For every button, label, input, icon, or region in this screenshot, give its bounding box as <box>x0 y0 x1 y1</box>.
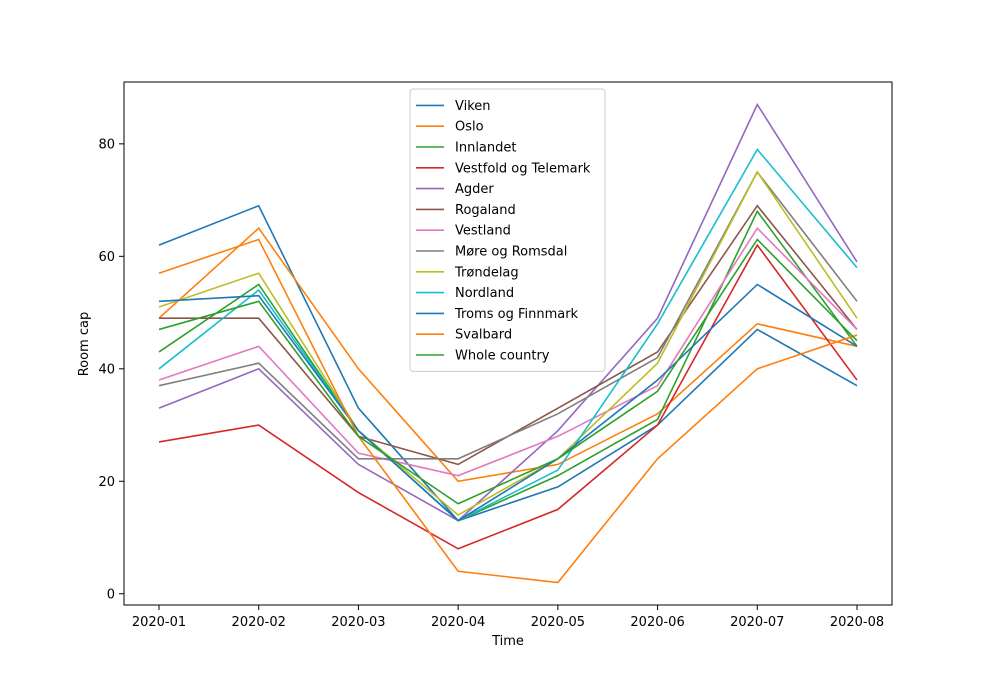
x-axis-label: Time <box>491 634 524 649</box>
x-tick-label: 2020-02 <box>232 615 286 630</box>
y-tick-label: 0 <box>107 587 115 602</box>
y-axis-label: Room cap <box>77 312 92 377</box>
series-line-12 <box>158 238 858 505</box>
legend-label-10: Troms og Finnmark <box>454 307 579 322</box>
y-tick-label: 80 <box>98 137 115 152</box>
x-tick-label: 2020-08 <box>830 615 884 630</box>
legend-label-12: Whole country <box>455 349 550 364</box>
y-tick-label: 40 <box>98 362 115 377</box>
x-tick-label: 2020-04 <box>431 615 485 630</box>
legend-label-9: Nordland <box>455 286 514 301</box>
plot-area <box>158 102 858 584</box>
series-line-9 <box>158 148 858 522</box>
series-line-4 <box>158 102 858 522</box>
legend-label-11: Svalbard <box>455 328 512 343</box>
series-line-11 <box>158 238 858 584</box>
x-tick-label: 2020-01 <box>132 615 186 630</box>
series-line-10 <box>158 283 858 522</box>
axes-frame <box>123 81 893 606</box>
legend-label-7: Møre og Romsdal <box>455 245 567 260</box>
legend-label-8: Trøndelag <box>454 265 519 280</box>
legend-label-4: Agder <box>455 182 494 197</box>
legend: Viken Oslo Innlandet Vestfold og Telemark Ag… <box>409 88 606 372</box>
legend-label-5: Rogaland <box>455 203 516 218</box>
y-tick-label: 60 <box>98 250 115 265</box>
series-line-3 <box>158 243 858 550</box>
series-line-1 <box>158 227 858 483</box>
series-line-2 <box>158 209 858 522</box>
y-tick-label: 20 <box>98 475 115 490</box>
legend-label-1: Oslo <box>455 120 484 135</box>
x-tick-label: 2020-05 <box>531 615 585 630</box>
x-tick-label: 2020-06 <box>630 615 684 630</box>
legend-label-6: Vestland <box>455 224 511 239</box>
series-line-6 <box>158 226 858 477</box>
x-tick-label: 2020-07 <box>730 615 784 630</box>
series-line-8 <box>158 170 858 516</box>
legend-box <box>409 88 606 372</box>
series-line-0 <box>158 204 858 522</box>
legend-label-0: Viken <box>455 99 491 114</box>
x-tick-label: 2020-03 <box>331 615 385 630</box>
legend-label-2: Innlandet <box>455 141 516 156</box>
legend-label-3: Vestfold og Telemark <box>455 161 591 176</box>
axes: 2020-01 2020-02 2020-03 2020-04 2020-05 2020-… <box>98 81 893 630</box>
